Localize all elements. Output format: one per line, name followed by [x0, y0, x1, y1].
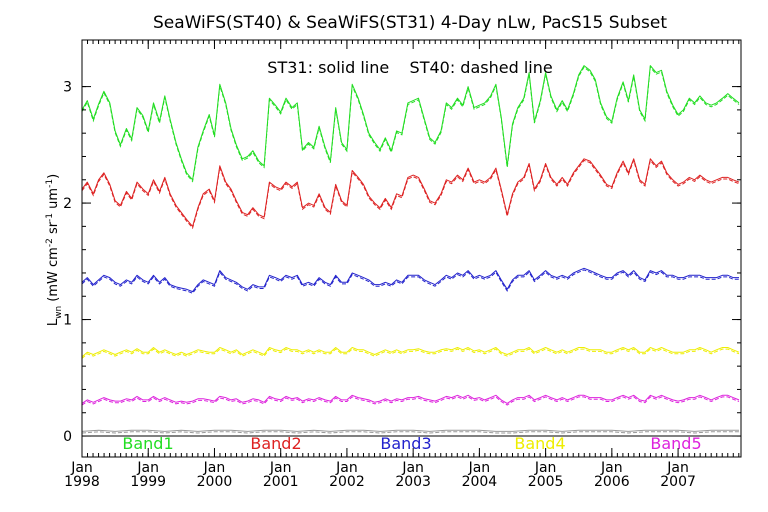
x-tick-month: Jan: [203, 460, 226, 476]
legend-layer: Band1 Band2 Band3 Band4 Band5: [122, 434, 701, 453]
y-label-um: um: [46, 188, 61, 213]
y-tick-label: 2: [63, 196, 72, 212]
band4-st40-line: [81, 348, 740, 359]
band3-st40-line: [81, 269, 739, 294]
y-tick-label: 0: [63, 429, 72, 445]
legend-band2: Band2: [250, 434, 301, 453]
legend-band4: Band4: [514, 434, 565, 453]
x-tick-month: Jan: [600, 460, 623, 476]
y-label-exp1: -2: [45, 238, 55, 247]
x-tick-year: 2005: [528, 474, 564, 490]
x-tick-year: 2006: [594, 474, 630, 490]
x-tick-month: Jan: [136, 460, 159, 476]
x-tick-month: Jan: [401, 460, 424, 476]
band2-st31-line: [81, 158, 740, 227]
x-tick-month: Jan: [534, 460, 557, 476]
x-tick-year: 1999: [130, 474, 166, 490]
axis-layer: 0123Jan1998Jan1999Jan2000Jan2001Jan2002J…: [63, 40, 741, 490]
series-6-st40-line: [81, 431, 739, 434]
x-tick-year: 2001: [263, 474, 299, 490]
x-tick-month: Jan: [666, 460, 689, 476]
legend-band1: Band1: [122, 434, 173, 453]
x-tick-year: 2004: [462, 474, 498, 490]
band2-st40-line: [81, 158, 740, 230]
line-style-annotation: ST31: solid line ST40: dashed line: [267, 58, 552, 77]
y-label-main: L: [46, 318, 61, 326]
x-tick-year: 1998: [64, 474, 100, 490]
x-tick-year: 2002: [329, 474, 365, 490]
band1-st40-line: [81, 65, 740, 183]
legend-band3: Band3: [380, 434, 431, 453]
y-tick-label: 3: [63, 80, 72, 96]
x-tick-year: 2007: [660, 474, 696, 490]
y-tick-label: 1: [63, 313, 72, 329]
chart-title: SeaWiFS(ST40) & SeaWiFS(ST31) 4-Day nLw,…: [153, 13, 667, 33]
legend-band5: Band5: [650, 434, 701, 453]
series-6-st31-line: [81, 429, 739, 432]
x-tick-year: 2000: [197, 474, 233, 490]
y-label-sr: sr: [46, 221, 61, 238]
y-label-exp2: -1: [45, 213, 55, 222]
y-label-sub: wn: [54, 306, 64, 319]
series-layer: [81, 65, 740, 434]
x-tick-month: Jan: [70, 460, 93, 476]
x-tick-month: Jan: [468, 460, 491, 476]
y-label-exp3: -1: [45, 179, 55, 188]
plot-frame: [81, 39, 742, 458]
band1-st31-line: [81, 65, 740, 181]
y-label-close: ): [46, 174, 61, 179]
band4-st31-line: [81, 347, 740, 358]
band5-st40-line: [81, 396, 740, 406]
band3-st31-line: [81, 267, 739, 293]
y-axis-label: Lwn (mW cm-2 sr-1 um-1): [45, 174, 64, 326]
x-tick-year: 2003: [395, 474, 431, 490]
y-label-units: (mW cm: [46, 247, 61, 306]
band5-st31-line: [81, 394, 740, 404]
x-tick-month: Jan: [335, 460, 358, 476]
x-tick-month: Jan: [269, 460, 292, 476]
